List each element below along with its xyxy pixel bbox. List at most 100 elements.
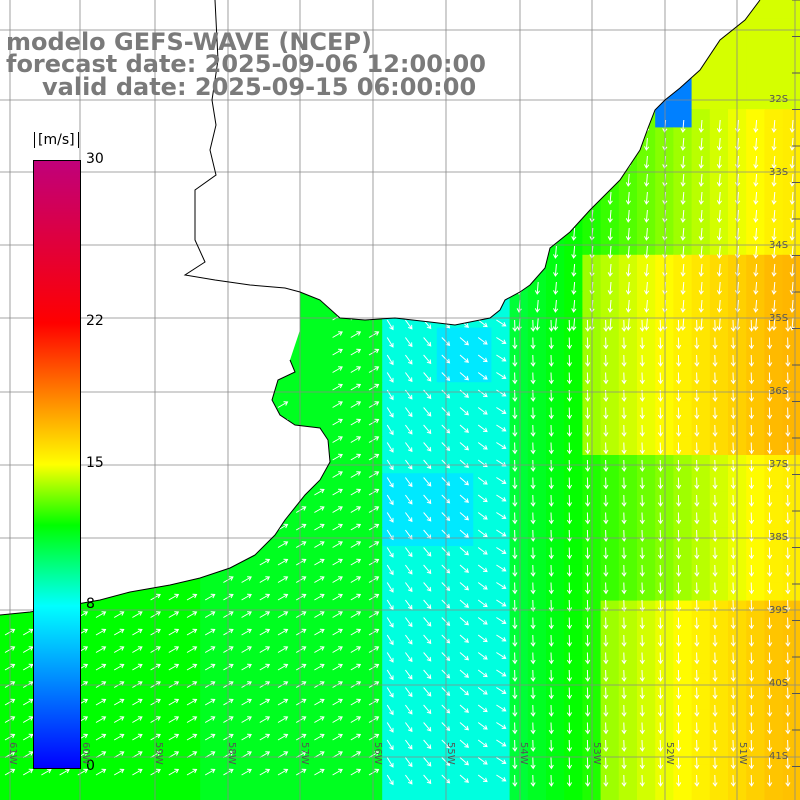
- field-cell: [691, 509, 711, 529]
- wind-arrow: [680, 299, 686, 313]
- wind-arrow: [332, 751, 343, 758]
- wind-arrow: [512, 722, 518, 735]
- wind-arrow: [571, 209, 577, 223]
- wind-arrow: [496, 582, 507, 589]
- wind-arrow: [350, 663, 362, 671]
- field-cell: [546, 709, 565, 729]
- field-cell: [618, 491, 638, 511]
- wind-arrow: [639, 669, 645, 682]
- wind-arrow: [603, 687, 609, 700]
- wind-arrow: [748, 354, 755, 367]
- wind-arrow: [204, 698, 216, 706]
- wind-arrow: [204, 733, 216, 741]
- wind-arrow: [553, 173, 559, 187]
- field-cell: [382, 637, 401, 656]
- wind-arrow: [186, 611, 198, 618]
- field-cell: [746, 72, 765, 92]
- field-cell: [764, 54, 784, 74]
- field-cell: [746, 673, 765, 693]
- field-cell: [618, 564, 638, 583]
- field-cell: [782, 746, 800, 765]
- field-cell: [746, 527, 765, 547]
- field-cell: [618, 364, 638, 383]
- wind-arrow: [785, 407, 791, 420]
- field-cell: [491, 309, 511, 329]
- wind-arrow: [368, 593, 380, 601]
- field-cell: [254, 746, 274, 765]
- field-cell: [691, 637, 711, 656]
- field-cell: [473, 345, 492, 365]
- field-cell: [345, 582, 365, 602]
- field-cell: [509, 582, 529, 602]
- wind-arrow: [716, 209, 722, 223]
- wind-arrow: [295, 471, 307, 478]
- wind-arrow: [676, 477, 682, 490]
- wind-arrow: [386, 372, 394, 383]
- latitude-label: 34S: [769, 240, 789, 251]
- wind-arrow: [748, 564, 755, 577]
- field-cell: [309, 400, 329, 420]
- field-cell: [782, 728, 800, 747]
- field-cell: [400, 527, 420, 547]
- field-cell: [600, 273, 620, 292]
- wind-arrow: [295, 733, 307, 741]
- wind-arrow: [553, 209, 559, 223]
- field-cell: [546, 746, 565, 765]
- field-cell: [273, 637, 292, 656]
- field-cell: [18, 691, 37, 711]
- wind-arrow: [168, 663, 180, 671]
- wind-arrow: [386, 774, 394, 786]
- wind-arrow: [694, 337, 700, 350]
- wind-arrow: [657, 477, 664, 490]
- field-cell: [618, 618, 638, 638]
- wind-arrow: [657, 669, 664, 682]
- field-cell: [564, 364, 583, 383]
- wind-arrow: [314, 751, 325, 758]
- wind-arrow: [585, 652, 591, 665]
- field-cell: [345, 455, 365, 474]
- longitude-label: 60W: [80, 742, 91, 765]
- wind-arrow: [350, 751, 362, 758]
- field-cell: [637, 364, 656, 383]
- wind-arrow: [204, 646, 216, 653]
- wind-arrow: [314, 716, 325, 723]
- wind-arrow: [566, 564, 573, 577]
- field-cell: [691, 218, 711, 238]
- wind-arrow: [548, 704, 554, 717]
- field-cell: [527, 345, 547, 365]
- longitude-label: 57W: [299, 742, 310, 765]
- wind-arrow: [477, 512, 488, 520]
- wind-arrow: [712, 669, 718, 682]
- field-cell: [200, 673, 219, 693]
- wind-arrow: [644, 263, 650, 277]
- wind-arrow: [712, 617, 718, 630]
- field-cell: [527, 491, 547, 511]
- field-cell: [764, 582, 784, 602]
- wind-arrow: [368, 611, 380, 618]
- wind-arrow: [404, 389, 413, 400]
- wind-arrow: [553, 227, 559, 241]
- wind-arrow: [748, 529, 755, 542]
- wind-arrow: [404, 582, 413, 593]
- wind-arrow: [571, 155, 577, 169]
- wind-arrow: [404, 407, 413, 418]
- wind-arrow: [241, 663, 252, 671]
- wind-arrow: [730, 704, 736, 717]
- field-cell: [728, 200, 747, 219]
- wind-arrow: [350, 471, 362, 478]
- field-cell: [455, 782, 474, 800]
- field-cell: [728, 182, 747, 201]
- field-cell: [509, 291, 529, 310]
- wind-arrow: [295, 436, 307, 443]
- field-cell: [673, 728, 693, 747]
- field-cell: [564, 491, 583, 511]
- field-cell: [764, 254, 784, 274]
- field-cell: [709, 54, 729, 74]
- wind-arrow: [548, 652, 554, 665]
- field-cell: [546, 527, 565, 547]
- field-cell: [546, 764, 565, 784]
- field-cell: [564, 764, 583, 784]
- wind-arrow: [639, 354, 645, 367]
- field-cell: [764, 418, 784, 438]
- field-cell: [345, 655, 365, 674]
